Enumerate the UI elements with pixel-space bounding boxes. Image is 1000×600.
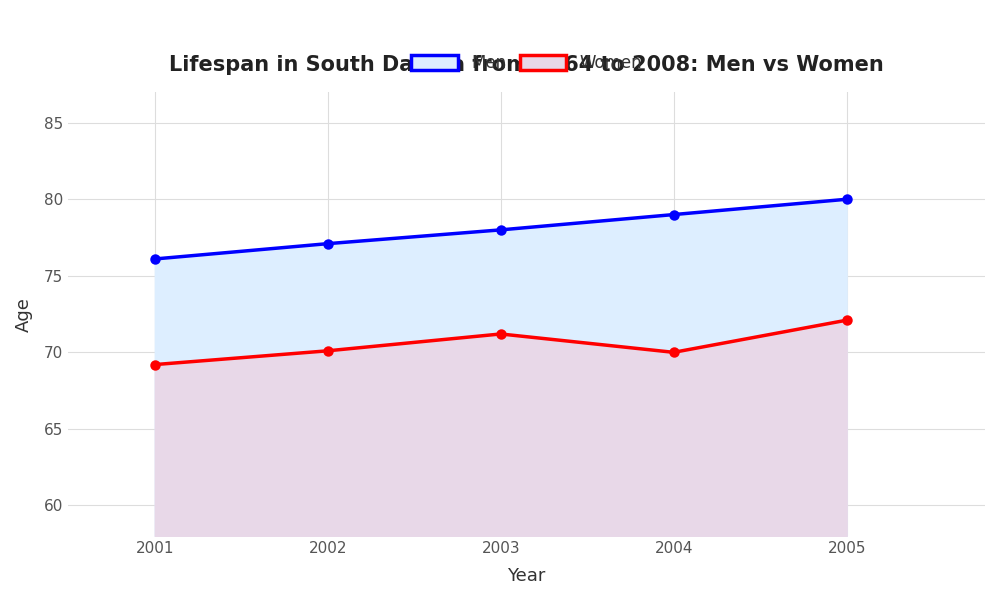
Legend: Men, Women: Men, Women [404, 47, 649, 79]
Y-axis label: Age: Age [15, 296, 33, 332]
X-axis label: Year: Year [507, 567, 546, 585]
Title: Lifespan in South Dakota from 1964 to 2008: Men vs Women: Lifespan in South Dakota from 1964 to 20… [169, 55, 884, 75]
